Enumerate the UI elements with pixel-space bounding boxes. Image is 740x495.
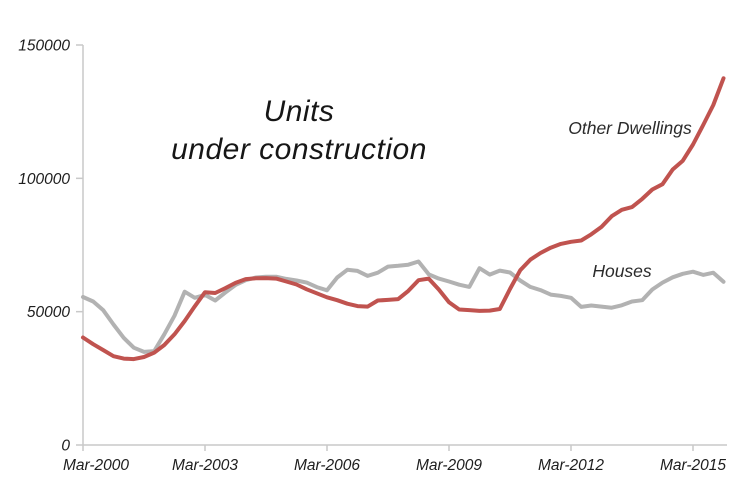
- x-axis-tick-label: Mar-2003: [172, 457, 238, 474]
- x-axis-tick-label: Mar-2000: [63, 457, 129, 474]
- houses-line-series: [81, 259, 726, 354]
- x-axis-tick-label: Mar-2009: [416, 457, 482, 474]
- y-axis-tick-label: 100000: [18, 171, 70, 188]
- chart-title: Units under construction: [99, 93, 499, 169]
- y-axis-tick-label: 150000: [18, 38, 70, 55]
- houses-series-label: Houses: [592, 261, 652, 281]
- x-axis-tick-label: Mar-2006: [294, 457, 360, 474]
- x-axis-tick-label: Mar-2012: [538, 457, 604, 474]
- y-axis-tick-label: 0: [61, 438, 70, 455]
- chart-title-line2: under construction: [171, 133, 427, 166]
- chart-title-line1: Units: [263, 95, 335, 128]
- other-dwellings-series-label: Other Dwellings: [568, 118, 692, 138]
- x-axis-tick-label: Mar-2015: [660, 457, 726, 474]
- y-axis-tick-label: 50000: [27, 304, 70, 321]
- other-dwellings-line-series: [81, 76, 726, 362]
